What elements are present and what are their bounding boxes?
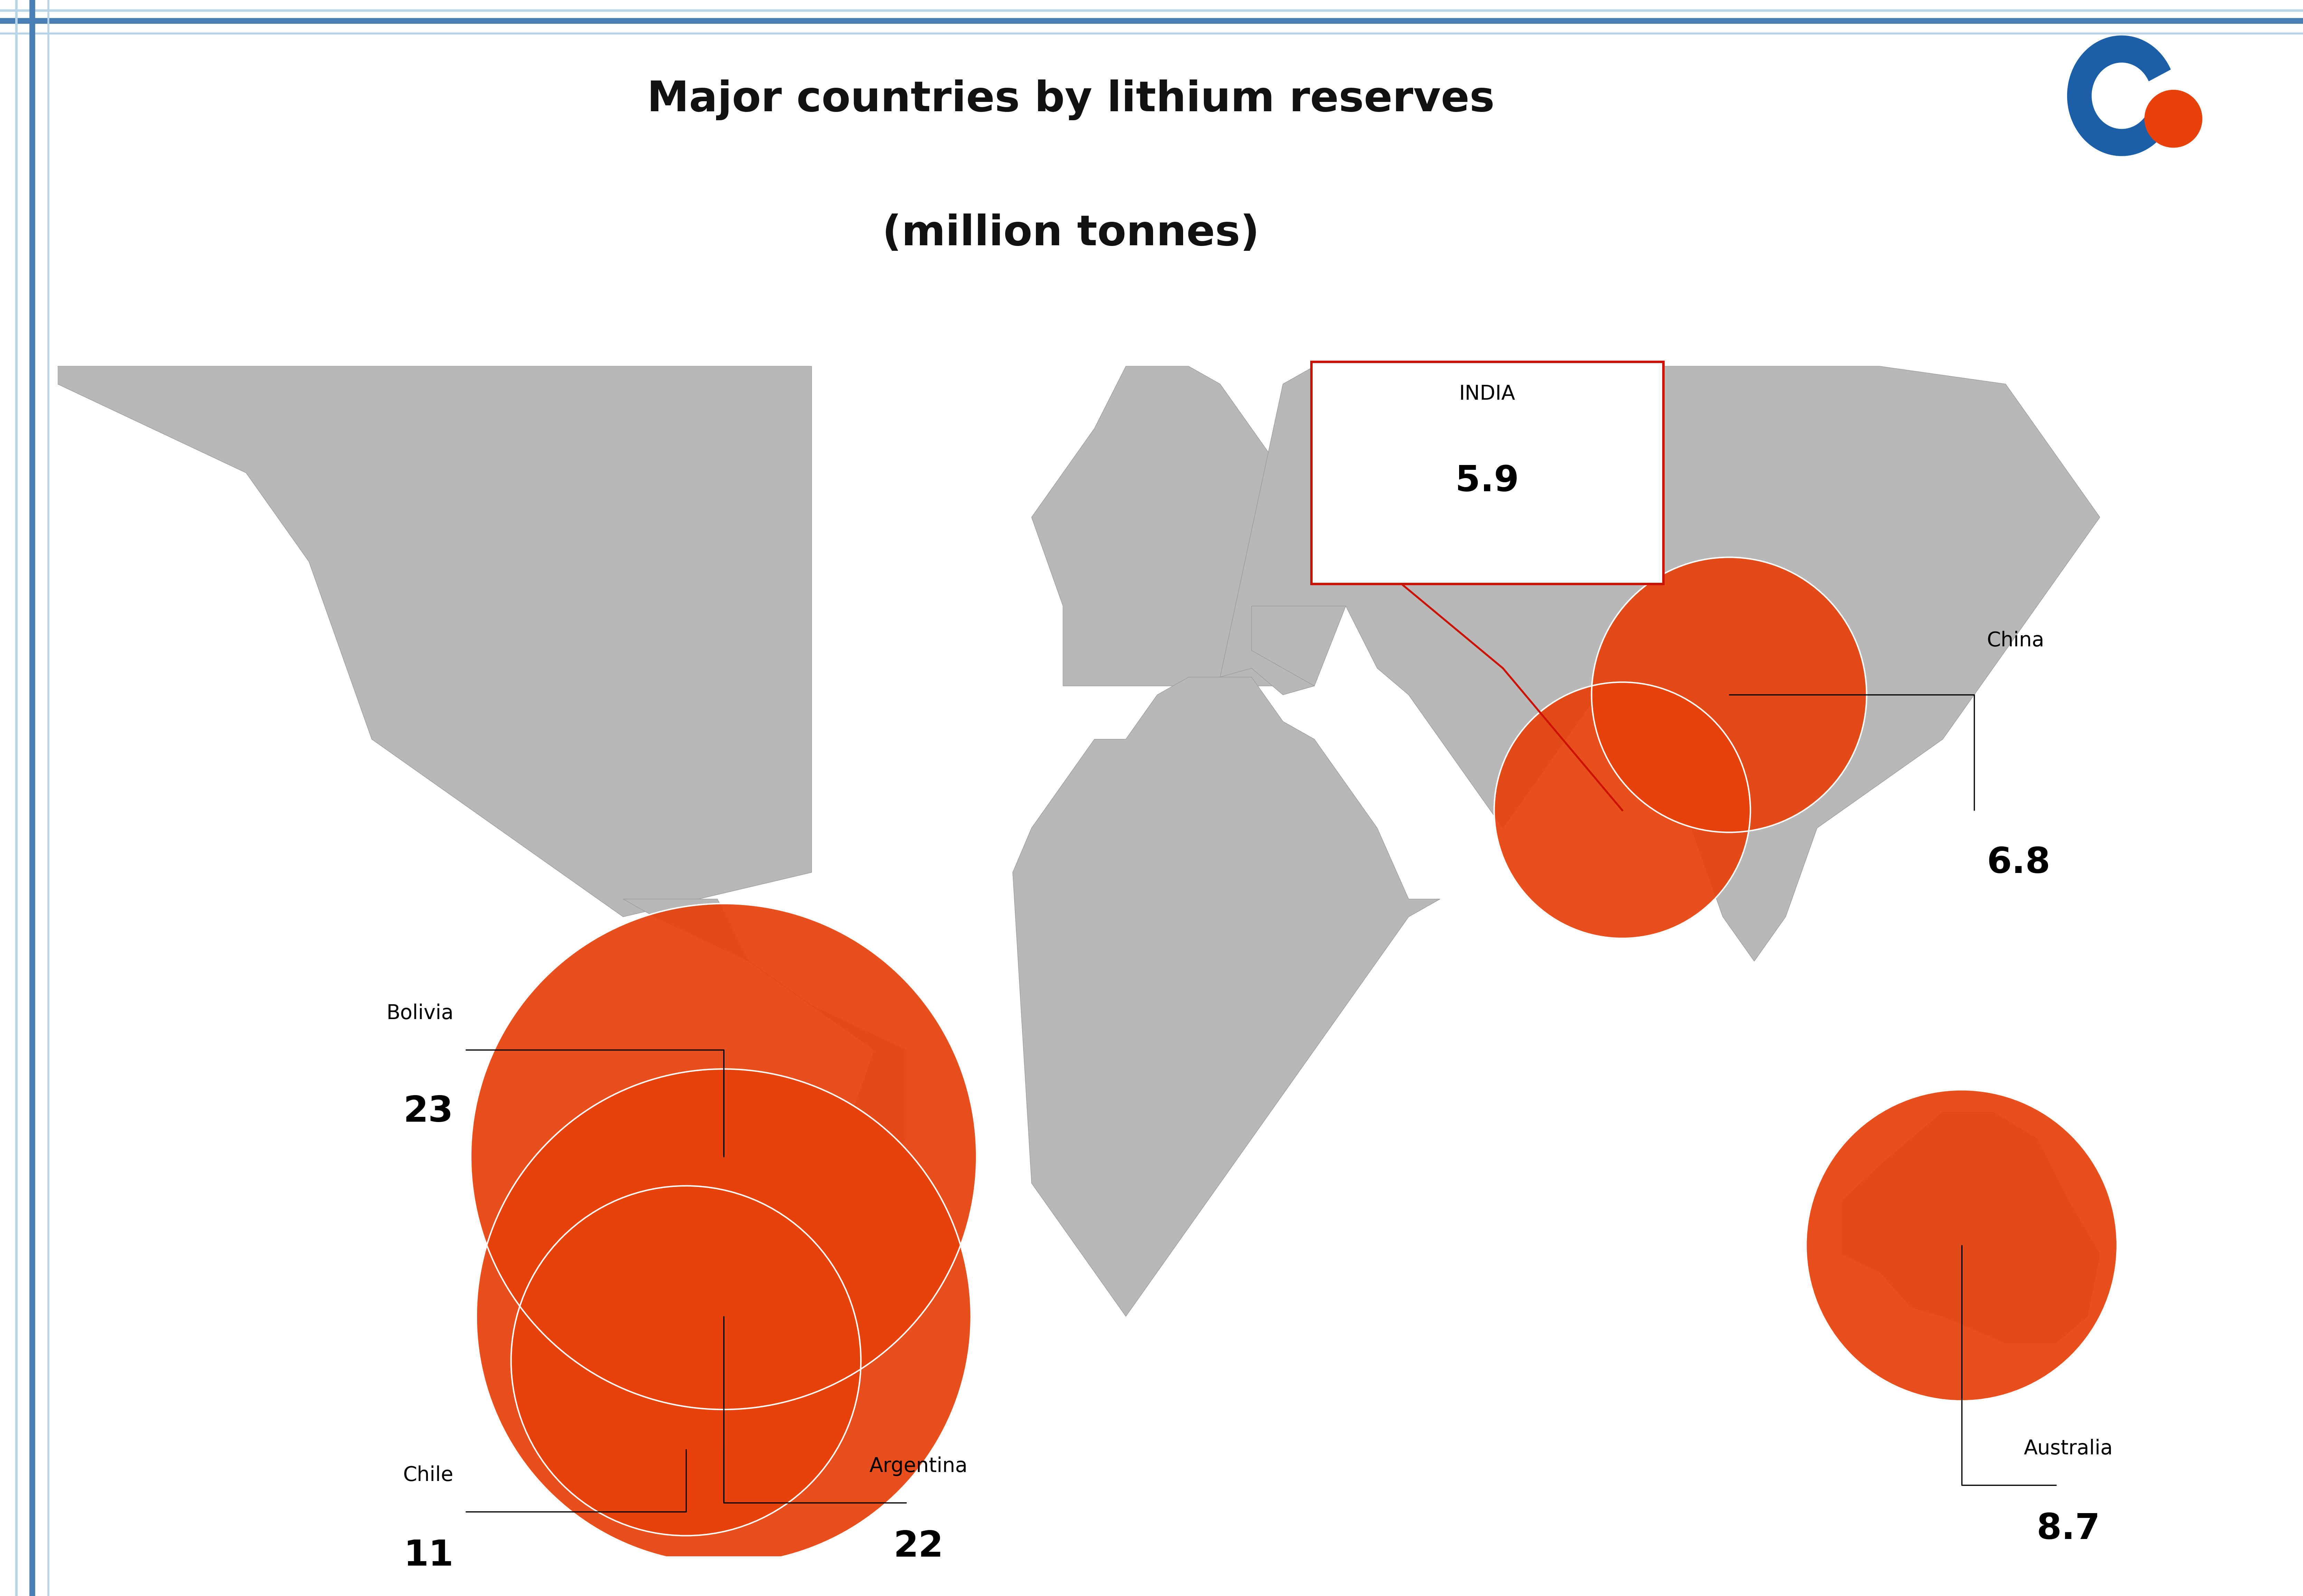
Text: Chile: Chile (403, 1465, 454, 1484)
Text: 23: 23 (403, 1095, 454, 1130)
Ellipse shape (470, 903, 976, 1409)
Polygon shape (1013, 677, 1439, 1317)
Text: China: China (1987, 630, 2045, 651)
Ellipse shape (511, 1186, 861, 1535)
Text: 8.7: 8.7 (2036, 1511, 2100, 1547)
Ellipse shape (1591, 557, 1868, 833)
Polygon shape (1842, 1112, 2100, 1342)
Text: Australia: Australia (2024, 1438, 2114, 1459)
Text: 5.9: 5.9 (1455, 464, 1520, 500)
Polygon shape (2068, 35, 2172, 156)
Text: Major countries by lithium reserves: Major countries by lithium reserves (647, 80, 1495, 120)
Ellipse shape (1806, 1090, 2116, 1401)
Polygon shape (1221, 367, 2100, 961)
Text: 11: 11 (403, 1539, 454, 1574)
Text: Argentina: Argentina (868, 1457, 967, 1476)
Text: 22: 22 (894, 1529, 944, 1564)
FancyBboxPatch shape (1310, 362, 1663, 584)
Polygon shape (1032, 367, 1377, 686)
Text: Bolivia: Bolivia (387, 1004, 454, 1023)
Text: (million tonnes): (million tonnes) (882, 214, 1260, 254)
Text: 6.8: 6.8 (1987, 846, 2050, 881)
Polygon shape (58, 367, 811, 916)
Polygon shape (624, 899, 905, 1494)
Ellipse shape (1495, 681, 1750, 938)
Circle shape (2144, 89, 2202, 147)
Ellipse shape (477, 1069, 972, 1564)
Text: INDIA: INDIA (1460, 385, 1515, 404)
